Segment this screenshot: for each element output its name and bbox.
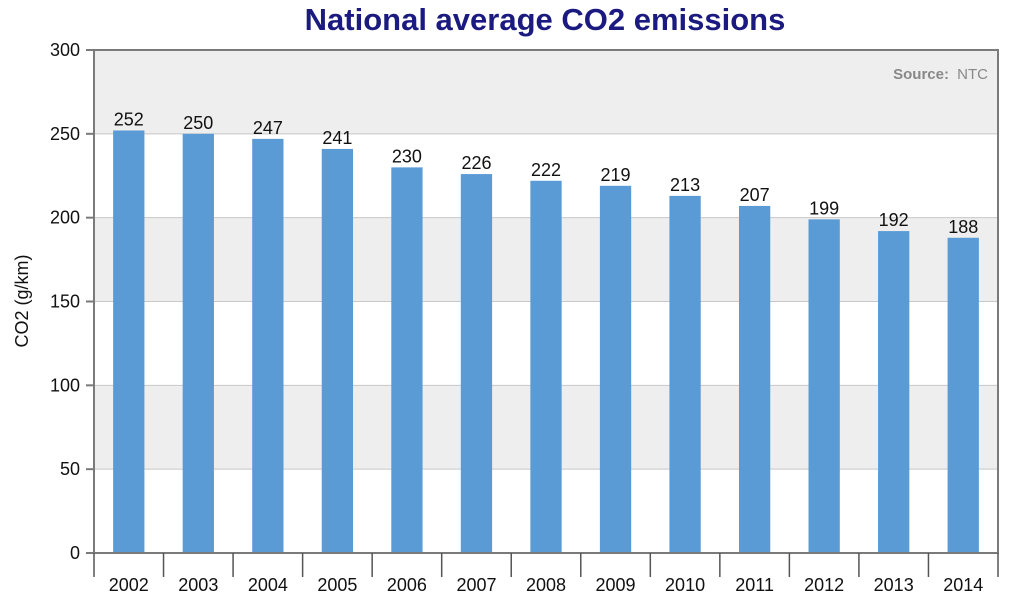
bar-2012 [808,219,840,554]
data-label-2012: 199 [809,198,839,218]
data-label-2013: 192 [879,210,909,230]
data-label-2007: 226 [461,153,491,173]
data-label-2008: 222 [531,160,561,180]
source-label: Source: [893,66,949,83]
grid-band [94,50,998,134]
y-tick-label-100: 100 [50,375,80,395]
x-tick-label-2004: 2004 [248,575,288,595]
y-tick-label-250: 250 [50,124,80,144]
data-label-2009: 219 [601,165,631,185]
x-tick-label-2007: 2007 [456,575,496,595]
data-label-2006: 230 [392,146,422,166]
x-tick-label-2008: 2008 [526,575,566,595]
x-tick-label-2011: 2011 [735,575,774,595]
data-label-2014: 188 [948,217,978,237]
data-label-2002: 252 [114,109,144,129]
bar-2002 [113,130,145,554]
x-tick-label-2005: 2005 [317,575,357,595]
data-label-2011: 207 [740,185,770,205]
y-ticks: 0 50 100 150 200 250 300 [50,40,94,563]
y-axis-label: CO2 (g/km) [12,254,32,347]
data-label-2010: 213 [670,175,700,195]
x-tick-label-2003: 2003 [178,575,218,595]
chart-title: National average CO2 emissions [304,2,786,37]
bar-2006 [391,167,423,553]
y-tick-label-150: 150 [50,292,80,312]
x-tick-label-2002: 2002 [109,575,149,595]
y-tick-label-0: 0 [70,543,80,563]
x-tick-label-2012: 2012 [804,575,844,595]
data-label-2003: 250 [183,113,213,133]
bar-2008 [530,180,562,553]
bar-2003 [182,133,214,554]
source-value: NTC [957,66,988,83]
bar-2004 [252,138,284,553]
x-ticks: 2002 2003 2004 2005 2006 2007 2008 2009 2010 2011… [93,553,999,595]
y-tick-label-300: 300 [50,40,80,60]
bar-2009 [599,185,632,553]
data-labels: 252 250 247 241 230 226 222 219 213 207 199 192 188 [114,109,979,236]
bar-2013 [878,231,910,553]
bar-2005 [321,148,354,553]
x-tick-label-2010: 2010 [665,575,705,595]
bar-2007 [460,174,493,553]
data-label-2004: 247 [253,118,283,138]
data-label-2005: 241 [322,128,352,148]
y-tick-label-200: 200 [50,208,80,228]
source-note: Source: NTC [893,66,988,83]
bar-2014 [947,237,979,553]
x-tick-label-2013: 2013 [874,575,914,595]
y-tick-label-50: 50 [60,459,80,479]
x-tick-label-2014: 2014 [943,575,983,595]
bar-2010 [669,195,701,553]
bar-2011 [738,205,771,553]
bars [113,130,979,554]
x-tick-label-2009: 2009 [596,575,636,595]
x-tick-label-2006: 2006 [387,575,427,595]
